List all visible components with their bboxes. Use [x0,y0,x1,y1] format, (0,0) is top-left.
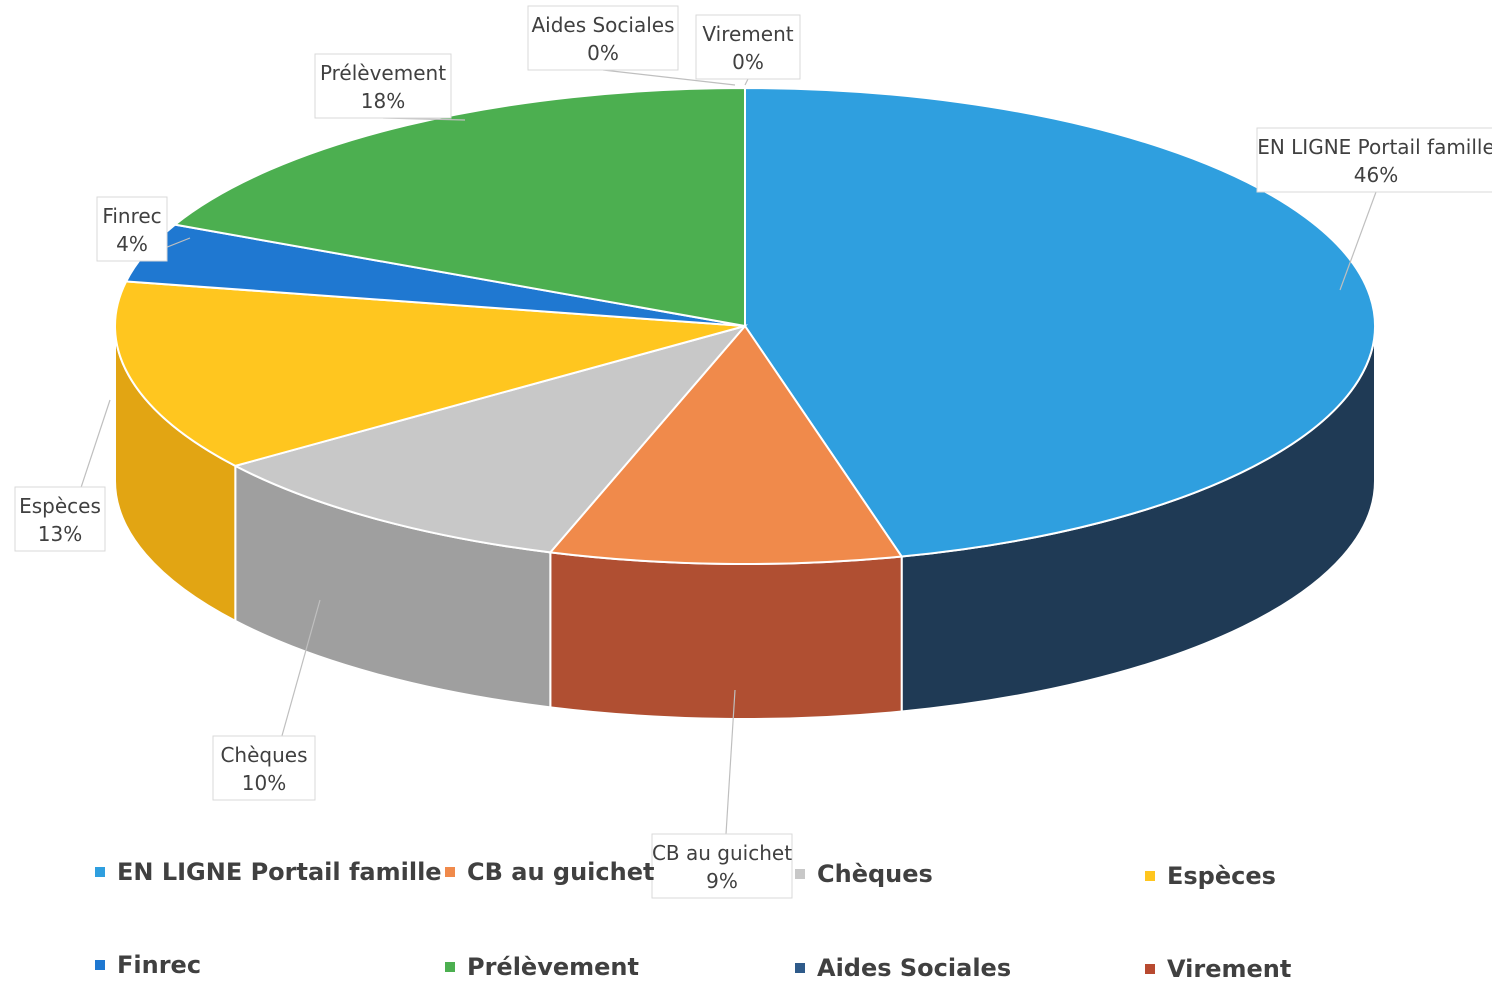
label-percent: 18% [361,89,405,113]
label-percent: 4% [116,232,148,256]
label-box [527,5,679,71]
legend-item-en-ligne: EN LIGNE Portail famille [95,858,442,886]
legend-item-finrec: Finrec [95,951,201,979]
legend-swatch [445,962,455,972]
pie-slice-cheques [232,324,748,554]
pie-slices [114,86,1376,565]
legend-label: Finrec [117,951,202,979]
label-category: EN LIGNE Portail famille [1257,135,1492,159]
label-percent: 9% [706,869,738,893]
label-box [314,53,452,119]
label-category: Aides Sociales [531,13,674,37]
data-label-finrec: Finrec 4% [96,196,191,262]
legend-label: CB au guichet [467,858,655,886]
legend-item-cb-au-guichet: CB au guichet [445,858,654,886]
legend-item-prelevement: Prélèvement [445,953,639,981]
legend-swatch [795,963,805,973]
label-category: Espèces [19,494,101,518]
legend-item-cheques: Chèques [795,860,933,888]
data-labels: EN LIGNE Portail famille 46% CB au guichet… [14,5,1492,899]
legend-swatch [95,867,105,877]
label-category: Virement [702,22,793,46]
label-box [651,833,793,899]
label-percent: 46% [1354,163,1398,187]
leader-line [602,69,736,86]
legend-label: Aides Sociales [817,954,1012,982]
pie-sides [114,325,1376,720]
label-category: Prélèvement [320,61,446,85]
label-category: Finrec [102,204,161,228]
legend-item-especes: Espèces [1145,862,1276,890]
label-percent: 10% [242,771,286,795]
legend-swatch [795,869,805,879]
legend-label: Virement [1167,955,1292,983]
pie-slice-en-ligne-portail-famille [744,86,1376,558]
leader-line [1339,191,1377,291]
leader-line [744,78,749,86]
data-label-prelevement: Prélèvement 18% [314,53,466,121]
label-category: CB au guichet [652,841,792,865]
data-label-aides-sociales: Aides Sociales 0% [527,5,736,86]
data-label-cb-au-guichet: CB au guichet 9% [651,689,793,899]
label-percent: 13% [38,522,82,546]
data-label-cheques: Chèques 10% [212,599,321,801]
pie-slice-prelevement [172,86,746,328]
label-box [212,735,316,801]
legend-swatch [1145,871,1155,881]
legend-item-aides-sociales: Aides Sociales [795,954,1011,982]
label-box [1256,127,1492,193]
label-category: Chèques [220,743,307,767]
label-percent: 0% [587,41,619,65]
data-label-en-ligne-portail-famille: EN LIGNE Portail famille 46% [1256,127,1492,291]
data-label-virement: Virement 0% [695,14,801,86]
label-box [695,14,801,80]
legend-label: Prélèvement [467,953,639,981]
legend-swatch [95,960,105,970]
pie-slice-cb-au-guichet [548,324,904,565]
label-percent: 0% [732,50,764,74]
label-box [96,196,168,262]
legend-swatch [445,867,455,877]
label-box [14,486,106,552]
pie-slice-especes [114,280,746,467]
pie-side-cb-au-guichet [549,551,903,720]
legend-label: EN LIGNE Portail famille [117,858,442,886]
legend-label: Espèces [1167,862,1276,890]
legend-label: Chèques [817,860,933,888]
legend-swatch [1145,964,1155,974]
legend-item-virement: Virement [1145,955,1291,983]
data-label-especes: Espèces 13% [14,399,111,552]
